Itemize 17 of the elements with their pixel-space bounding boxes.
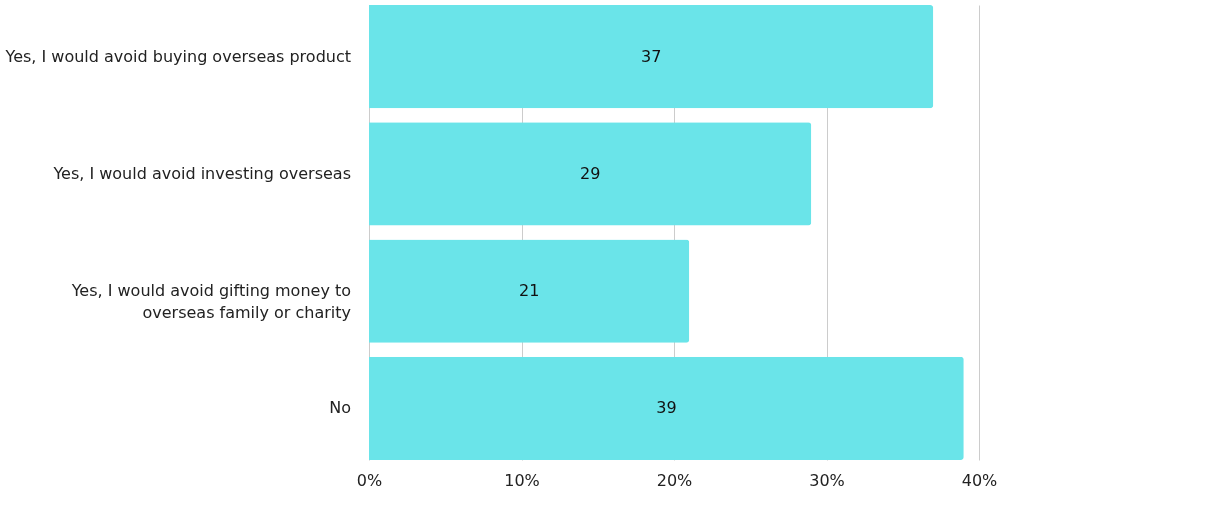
data-label: 39 [656, 398, 677, 418]
bar [369, 122, 812, 226]
bar [369, 239, 690, 343]
x-tick-label: 0% [356, 470, 383, 490]
y-tick-label: Yes, I would avoid buying overseas product [4, 46, 351, 66]
x-tick-label: 30% [809, 470, 845, 490]
bar [369, 356, 964, 460]
y-tick-label: Yes, I would avoid gifting money to overseas family or charity [70, 281, 351, 323]
x-tick-label: 40% [961, 470, 998, 490]
data-label: 29 [579, 163, 601, 183]
y-tick-label: Yes, I would avoid investing overseas [52, 163, 351, 183]
data-label: 37 [640, 46, 662, 66]
x-tick-label: 10% [504, 470, 540, 490]
data-label: 21 [518, 281, 540, 301]
bar [369, 5, 934, 109]
y-tick-label: No [329, 398, 351, 418]
x-tick-label: 20% [656, 470, 693, 490]
